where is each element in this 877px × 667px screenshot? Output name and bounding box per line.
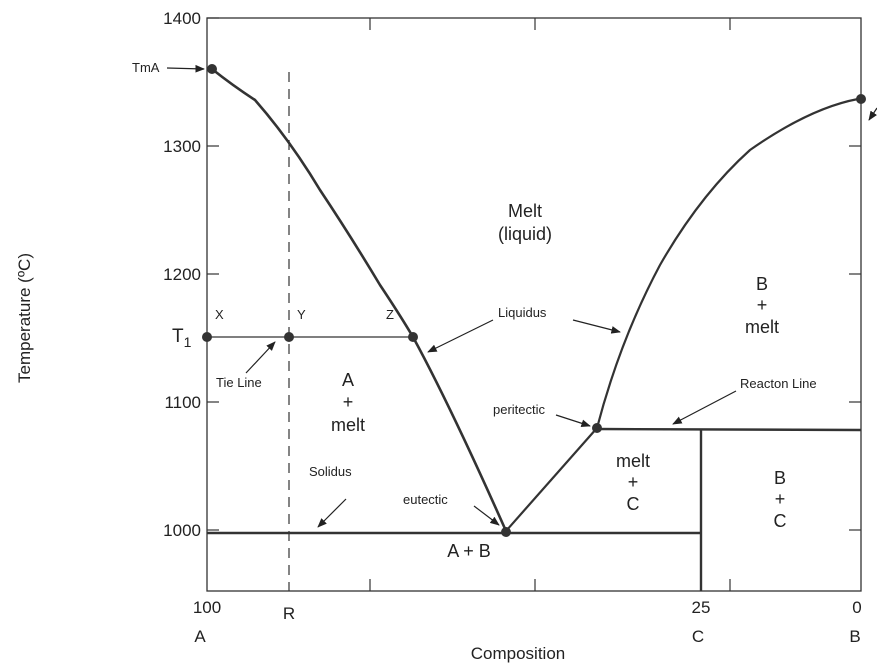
liquidus-curve-right	[595, 97, 859, 429]
tie-line-arrow	[245, 341, 276, 374]
phase-a-b: A + B	[447, 541, 491, 561]
point-tma	[207, 64, 217, 74]
ytick-1300: 1300	[163, 137, 201, 156]
label-z: Z	[386, 307, 394, 322]
point-x	[202, 332, 212, 342]
reaction-line	[596, 427, 862, 432]
x-axis-label: Composition	[471, 644, 566, 663]
point-z	[408, 332, 418, 342]
ytick-1100: 1100	[164, 393, 201, 412]
label-reaction-line: Reacton Line	[740, 376, 817, 391]
reaction-line-arrow	[672, 390, 737, 425]
y-axis-label: Temperature (ºC)	[15, 253, 34, 383]
ytick-1400: 1400	[163, 9, 201, 28]
point-peritectic	[592, 423, 602, 433]
phase-b-melt-line3: melt	[745, 317, 779, 337]
phase-melt-c-line2: +	[628, 472, 639, 492]
peritectic-curve	[505, 427, 598, 532]
phase-melt-line2: (liquid)	[498, 224, 552, 244]
phase-melt-line1: Melt	[508, 201, 542, 221]
t1-label: T1	[172, 326, 192, 350]
phase-melt-c-line3: C	[627, 494, 640, 514]
peritectic-arrow	[555, 414, 591, 427]
phase-b-melt-line1: B	[756, 274, 768, 294]
phase-b-melt-line2: +	[757, 295, 768, 315]
phase-a-melt-line3: melt	[331, 415, 365, 435]
point-eutectic	[501, 527, 511, 537]
point-b-melting	[856, 94, 866, 104]
xtick-25: 25	[692, 598, 711, 617]
phase-b-c-line3: C	[774, 511, 787, 531]
solidus-arrow	[317, 498, 347, 528]
label-liquidus: Liquidus	[498, 305, 547, 320]
xtick-B: B	[849, 627, 860, 646]
xtick-0: 0	[852, 598, 861, 617]
label-tma: TmA	[132, 60, 160, 75]
label-y: Y	[297, 307, 306, 322]
eutectic-arrow	[473, 505, 500, 526]
tma-arrow	[166, 64, 205, 73]
label-x: X	[215, 307, 224, 322]
b-melting-arrow	[868, 107, 877, 121]
point-y	[284, 332, 294, 342]
liquidus-arrow-right	[572, 319, 621, 334]
xtick-100: 100	[193, 598, 221, 617]
label-peritectic: peritectic	[493, 402, 546, 417]
phase-a-melt-line1: A	[342, 370, 354, 390]
phase-b-c-line1: B	[774, 468, 786, 488]
label-tie-line: Tie Line	[216, 375, 262, 390]
ytick-1000: 1000	[163, 521, 201, 540]
liquidus-curve-left	[211, 67, 508, 532]
liquidus-arrow-left	[427, 319, 494, 353]
label-solidus: Solidus	[309, 464, 352, 479]
phase-melt-c-line1: melt	[616, 451, 650, 471]
y-ticks	[207, 17, 861, 531]
x-ticks	[369, 18, 731, 591]
ytick-1200: 1200	[163, 265, 201, 284]
label-eutectic: eutectic	[403, 492, 448, 507]
xtick-C: C	[692, 627, 704, 646]
phase-b-c-line2: +	[775, 489, 786, 509]
phase-a-melt-line2: +	[343, 392, 354, 412]
xtick-A: A	[194, 627, 206, 646]
xtick-R: R	[283, 604, 295, 623]
plot-frame	[206, 17, 862, 592]
